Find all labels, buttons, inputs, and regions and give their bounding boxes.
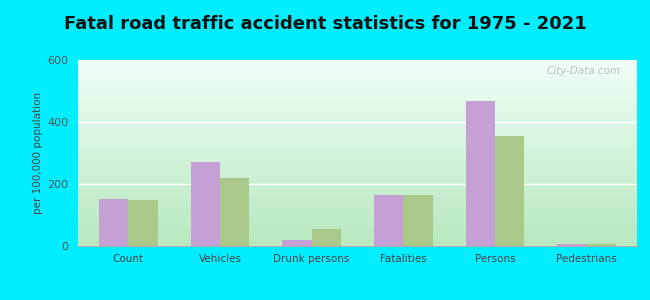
Bar [99, 199, 129, 246]
Bar [282, 240, 312, 246]
Bar [374, 196, 403, 246]
Bar [495, 136, 525, 246]
Bar [465, 101, 495, 246]
Bar [403, 196, 433, 246]
Bar [312, 229, 341, 246]
Y-axis label: per 100,000 population: per 100,000 population [33, 92, 43, 214]
Text: City-Data.com: City-Data.com [546, 66, 620, 76]
Bar [190, 162, 220, 246]
Bar [129, 200, 158, 246]
Text: Fatal road traffic accident statistics for 1975 - 2021: Fatal road traffic accident statistics f… [64, 15, 586, 33]
Bar [557, 244, 586, 246]
Bar [586, 244, 616, 246]
Bar [220, 178, 250, 246]
